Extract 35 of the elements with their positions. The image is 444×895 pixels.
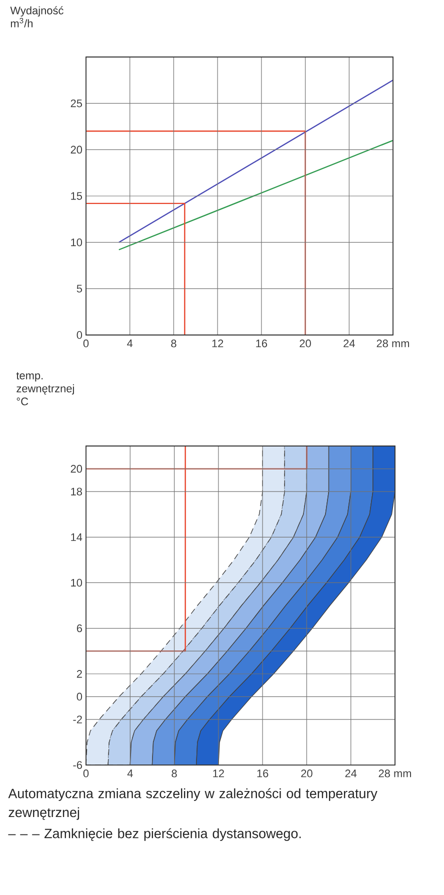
y-tick-label: 20 [70,146,82,154]
x-tick-label: 4 [127,340,133,348]
y-axis-title: temp. zewnętrznej °C [16,372,74,406]
y-tick-label: 14 [71,533,82,541]
y-tick-label: 10 [71,238,82,246]
x-tick-label: 4 [127,770,133,778]
y-tick-label: 0 [76,692,82,701]
y-tick-label: 6 [76,624,82,632]
x-tick-label: 24 [345,770,357,778]
x-tick-label: 0 [83,770,89,778]
text: – – – Zamknięcie bez pierścienia dystansowego. [8,828,301,841]
y-tick-label: 18 [71,488,82,496]
x-tick-label: 0 [83,340,89,348]
x-tick-label: 20 [301,770,312,778]
y-tick-label: 20 [70,464,82,473]
y-tick-label: 10 [71,578,82,587]
x-tick-label: 12 [213,770,224,778]
x-tick-label: 12 [212,340,224,348]
y-tick-label: 2 [76,670,82,678]
y-tick-label: 5 [76,284,82,292]
x-tick-label: 24 [344,340,355,348]
x-tick-label: 20 [300,340,311,348]
y-axis-title: Wydajność m$^{3}$/h [10,6,64,28]
x-tick-label: 16 [256,340,268,348]
y-tick-label: -2 [73,716,82,724]
x-tick-label: 28 mm [376,340,410,348]
y-tick-label: 25 [70,99,82,108]
y-tick-label: 0 [76,331,82,339]
y-tick-label: 15 [71,192,82,200]
y-tick-label: -6 [73,761,82,769]
x-tick-label: 8 [172,770,177,778]
x-tick-label: 8 [171,340,176,348]
x-tick-label: 16 [257,770,268,778]
text: Automatyczna zmiana szczeliny w zależności od temperatury zewnętrznej [8,788,378,820]
x-tick-label: 28 mm [378,770,412,778]
